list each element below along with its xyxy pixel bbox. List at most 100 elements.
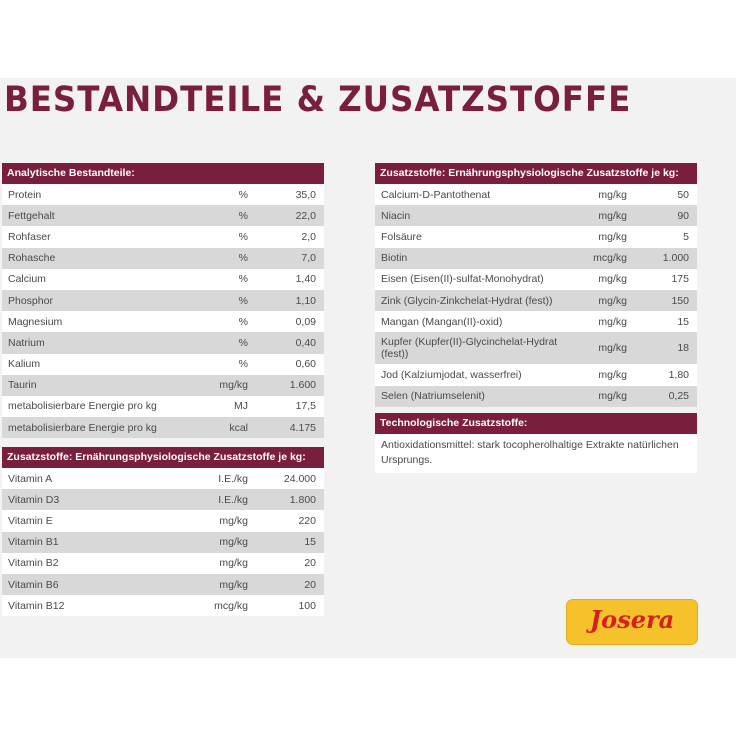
row-name: Protein [8,188,42,201]
table-row: metabolisierbare Energie pro kg MJ 17,5 [2,396,324,417]
nutritional-additives-table: Zusatzstoffe: Ernährungsphysiologische Z… [375,163,697,407]
row-value: 0,40 [295,336,316,349]
row-name: Vitamin B2 [8,557,59,570]
row-name: Jod (Kalziumjodat, wasserfrei) [381,368,522,381]
row-value: 7,0 [301,252,316,265]
row-unit: MJ [234,400,248,413]
row-name: Calcium [8,273,46,286]
row-unit: mg/kg [598,294,627,307]
row-value: 90 [677,209,689,222]
row-unit: mg/kg [219,536,248,549]
table-row: Niacin mg/kg 90 [375,205,697,227]
row-unit: I.E./kg [218,493,248,506]
table-row: Vitamin B6 mg/kg 20 [2,573,324,596]
row-value: 220 [298,514,316,527]
row-name: Vitamin E [8,514,53,527]
row-unit: mg/kg [598,273,627,286]
table-row: Calcium-D-Pantothenat mg/kg 50 [375,184,697,205]
brand-logo-text: Josera [589,605,675,634]
row-unit: I.E./kg [218,472,248,485]
technological-additives-text: Antioxidationsmittel: stark tocopherolha… [381,439,679,466]
row-name: Folsäure [381,230,422,243]
row-unit: % [238,358,248,371]
table-header: Zusatzstoffe: Ernährungsphysiologische Z… [375,163,697,184]
row-name: Eisen (Eisen(II)-sulfat-Monohydrat) [381,273,544,286]
table-row: Magnesium% 0,09 [2,311,324,332]
row-value: 22,0 [295,209,316,222]
row-value: 0,25 [668,390,689,403]
row-unit: mg/kg [598,342,627,355]
table-row: Eisen (Eisen(II)-sulfat-Monohydrat) mg/kg… [375,269,697,290]
row-value: 1.800 [289,493,316,506]
table-row: Kupfer (Kupfer(II)-Glycinchelat-Hydrat (… [375,332,697,365]
row-value: 20 [304,578,316,591]
row-name: Phosphor [8,294,53,307]
row-unit: mg/kg [598,315,627,328]
row-value: 35,0 [295,188,316,201]
row-value: 100 [298,599,316,612]
row-name: Rohfaser [8,230,51,243]
row-name: Mangan (Mangan(II)-oxid) [381,315,503,328]
row-name: Rohasche [8,252,56,265]
row-value: 4.175 [289,421,316,434]
table-row: Phosphor% 1,10 [2,289,324,312]
row-unit: kcal [229,421,248,434]
row-name: Calcium-D-Pantothenat [381,188,491,201]
row-unit: mg/kg [219,578,248,591]
table-row: Mangan (Mangan(II)-oxid) mg/kg 15 [375,311,697,332]
row-name: Kupfer (Kupfer(II)-Glycinchelat-Hydrat (… [381,336,558,361]
row-unit: % [238,188,248,201]
row-unit: % [238,230,248,243]
row-unit: mg/kg [219,557,248,570]
table-row: Vitamin E mg/kg 220 [2,510,324,531]
table-row: metabolisierbare Energie pro kg kcal 4.175 [2,417,324,439]
table-row: Vitamin A I.E./kg 24.000 [2,468,324,489]
table-row: Folsäure mg/kg 5 [375,226,697,247]
row-unit: mg/kg [598,368,627,381]
row-value: 1.600 [289,379,316,392]
table-row: Vitamin B2 mg/kg 20 [2,553,324,574]
row-unit: mg/kg [598,230,627,243]
row-name: Vitamin A [8,472,53,485]
table-row: Rohfaser% 2,0 [2,226,324,247]
row-value: 5 [683,230,689,243]
table-row: Vitamin B1 mg/kg 15 [2,531,324,553]
row-name: Natrium [8,336,45,349]
row-name: metabolisierbare Energie pro kg [8,400,157,413]
table-header: Zusatzstoffe: Ernährungsphysiologische Z… [2,447,324,468]
table-header: Technologische Zusatzstoffe: [375,413,697,434]
row-value: 17,5 [295,400,316,413]
row-name: Vitamin B12 [8,599,65,612]
table-header: Analytische Bestandteile: [2,163,324,184]
table-row: Protein% 35,0 [2,184,324,205]
table-row: Rohasche% 7,0 [2,247,324,269]
row-unit: % [238,273,248,286]
table-row: Vitamin B12 mcg/kg 100 [2,595,324,616]
row-name: Kalium [8,358,41,371]
table-row: Vitamin D3 I.E./kg 1.800 [2,489,324,511]
row-value: 0,60 [295,358,316,371]
page-title: BESTANDTEILE & ZUSATZSTOFFE [4,80,632,120]
row-unit: % [238,336,248,349]
row-unit: % [238,252,248,265]
row-name: Taurin [8,379,37,392]
row-value: 24.000 [283,472,316,485]
row-unit: mcg/kg [593,252,627,265]
row-unit: mg/kg [219,379,248,392]
row-unit: mg/kg [598,188,627,201]
row-name: Biotin [381,252,408,265]
row-value: 0,09 [295,315,316,328]
row-value: 20 [304,557,316,570]
row-value: 15 [677,315,689,328]
analytical-components-table: Analytische Bestandteile: Protein% 35,0 Fe… [2,163,324,439]
row-value: 15 [304,536,316,549]
table-row: Biotin mcg/kg 1.000 [375,247,697,269]
row-name: Vitamin B1 [8,536,59,549]
row-name: Vitamin D3 [8,493,60,506]
row-unit: mg/kg [598,209,627,222]
row-unit: % [238,315,248,328]
vitamin-additives-table: Zusatzstoffe: Ernährungsphysiologische Z… [2,447,324,617]
brand-logo: Josera [567,600,697,644]
row-unit: % [238,209,248,222]
row-value: 150 [671,294,689,307]
